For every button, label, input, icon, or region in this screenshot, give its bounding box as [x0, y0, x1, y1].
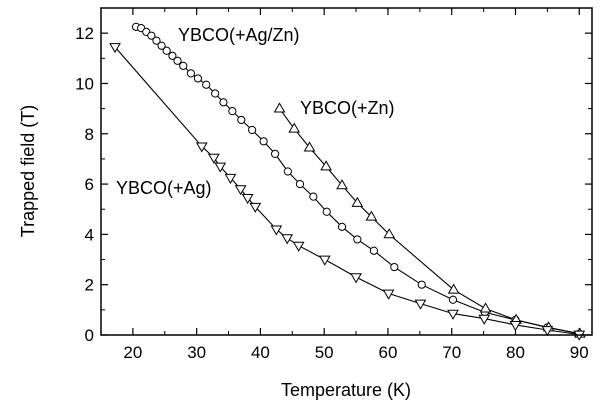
- series-line-1: [279, 108, 581, 335]
- circle-marker: [270, 149, 280, 158]
- triangle-up-marker: [273, 102, 286, 113]
- triangle-down-marker: [292, 241, 305, 252]
- triangle-down-marker: [509, 321, 522, 332]
- triangle-down-marker: [109, 43, 121, 54]
- x-tick-label: 60: [378, 343, 397, 362]
- triangle-down-marker: [541, 326, 554, 337]
- circle-marker: [157, 41, 166, 50]
- circle-marker: [417, 280, 426, 289]
- triangle-up-marker: [303, 141, 316, 152]
- y-axis-title: Trapped field (T): [18, 105, 38, 237]
- circle-marker: [259, 137, 268, 146]
- series-label-ag-zn: YBCO(+Ag/Zn): [178, 25, 300, 45]
- x-tick-label: 90: [570, 343, 589, 362]
- triangle-up-marker: [351, 196, 364, 207]
- y-axis-tick-labels: 0 2 4 6 8 10 12: [75, 24, 94, 345]
- circle-marker: [353, 235, 362, 244]
- triangle-up-marker: [288, 122, 301, 133]
- triangle-down-marker: [207, 153, 220, 164]
- series-label-ag: YBCO(+Ag): [116, 178, 212, 198]
- circle-marker: [168, 51, 177, 60]
- circle-marker: [283, 167, 292, 176]
- y-tick-label: 6: [85, 175, 94, 194]
- circle-marker: [179, 61, 188, 70]
- circle-marker: [152, 36, 161, 45]
- triangle-down-marker: [350, 273, 362, 284]
- x-axis-title: Temperature (K): [281, 380, 411, 400]
- triangle-down-marker: [318, 255, 331, 266]
- y-tick-label: 2: [85, 276, 94, 295]
- circle-marker: [337, 222, 347, 231]
- x-tick-label: 80: [506, 343, 525, 362]
- plot-frame: [100, 7, 593, 336]
- triangle-up-marker: [383, 228, 396, 239]
- triangle-down-marker: [478, 314, 491, 325]
- triangle-down-marker: [249, 202, 262, 213]
- series-markers: [109, 22, 586, 341]
- circle-marker: [186, 69, 196, 78]
- triangle-down-marker: [241, 194, 254, 205]
- circle-marker: [219, 98, 228, 107]
- x-tick-label: 70: [442, 343, 461, 362]
- triangle-down-marker: [281, 234, 294, 245]
- circle-marker: [369, 246, 379, 255]
- y-tick-label: 4: [85, 225, 94, 244]
- y-tick-label: 0: [85, 326, 94, 345]
- circle-marker: [173, 56, 182, 65]
- circle-marker: [248, 125, 257, 135]
- x-axis-tick-labels: 20 30 40 50 60 70 80 90: [123, 343, 588, 362]
- y-tick-label: 8: [85, 125, 94, 144]
- triangle-down-marker: [224, 173, 237, 184]
- triangle-down-marker: [414, 299, 427, 310]
- x-tick-label: 50: [315, 343, 334, 362]
- triangle-up-marker: [447, 283, 460, 294]
- circle-marker: [309, 192, 318, 201]
- x-tick-label: 40: [251, 343, 270, 362]
- triangle-up-marker: [320, 160, 332, 171]
- circle-marker: [448, 295, 458, 304]
- axis-ticks: [100, 7, 592, 336]
- circle-marker: [390, 262, 399, 272]
- triangle-up-marker: [365, 210, 378, 221]
- circle-marker: [147, 31, 156, 40]
- triangle-down-marker: [234, 185, 247, 196]
- circle-marker: [211, 89, 220, 98]
- circle-marker: [322, 207, 331, 216]
- circle-marker: [237, 115, 246, 125]
- circle-marker: [228, 107, 237, 116]
- triangle-up-marker: [336, 179, 348, 190]
- triangle-up-marker: [479, 302, 492, 313]
- triangle-down-marker: [382, 289, 395, 300]
- triangle-down-marker: [447, 309, 459, 320]
- triangle-down-marker: [270, 225, 283, 236]
- circle-marker: [202, 80, 211, 89]
- triangle-down-marker: [195, 142, 208, 153]
- triangle-down-marker: [214, 162, 227, 173]
- x-tick-label: 20: [123, 343, 142, 362]
- circle-marker: [295, 179, 305, 189]
- y-tick-label: 10: [75, 74, 94, 93]
- y-tick-label: 12: [75, 24, 94, 43]
- x-tick-label: 30: [187, 343, 206, 362]
- series-label-zn: YBCO(+Zn): [300, 98, 395, 118]
- circle-marker: [162, 46, 171, 55]
- circle-marker: [193, 74, 203, 83]
